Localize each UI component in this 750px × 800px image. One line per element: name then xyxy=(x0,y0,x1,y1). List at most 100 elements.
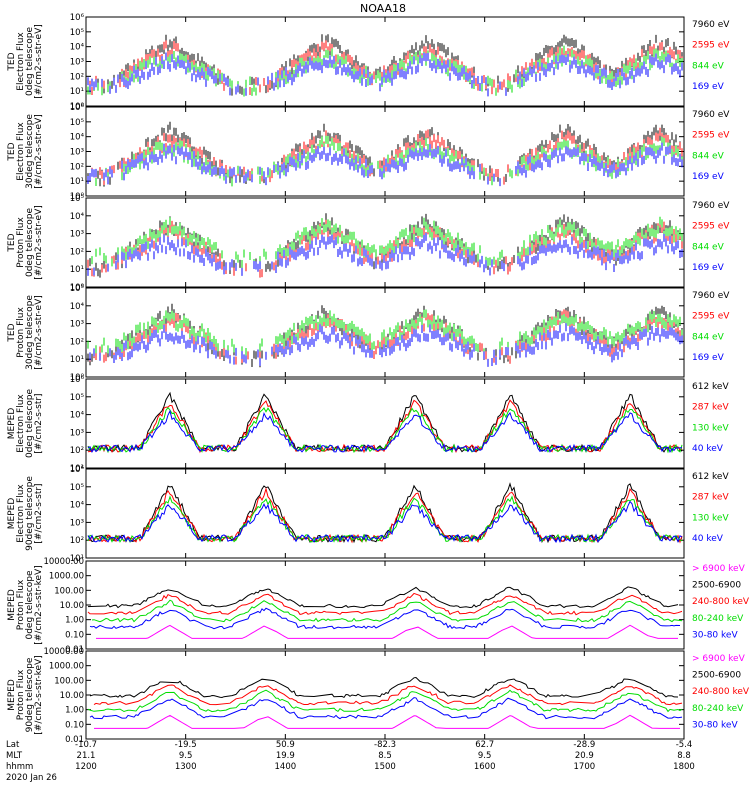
row-label-lat: Lat xyxy=(6,740,20,750)
y-axis-label-line: TED xyxy=(7,52,17,71)
legend-entry: 844 eV xyxy=(692,332,725,342)
figure-title: NOAA18 xyxy=(360,2,406,15)
y-tick-label: 10⁴ xyxy=(70,43,85,53)
y-tick-label: 1000.00 xyxy=(49,662,84,672)
axis-hhmm-label: 1400 xyxy=(275,762,297,772)
y-tick-label: 10² xyxy=(70,446,84,456)
data-marks xyxy=(87,213,683,278)
flux-trace xyxy=(91,599,683,623)
axis-mlt-label: 19.9 xyxy=(276,751,295,761)
y-axis-label-line: [#/cm2-s-str-eV] xyxy=(34,24,44,99)
legend-entry: 2595 eV xyxy=(692,312,730,322)
y-axis-label-line: 0deg telescope xyxy=(25,389,35,459)
y-tick-label: 10¹ xyxy=(70,177,84,187)
panel-frame xyxy=(85,468,685,559)
y-tick-label: 0.01 xyxy=(65,645,84,655)
axis-hhmm-label: 1500 xyxy=(374,762,396,772)
legend-entry: 169 eV xyxy=(692,172,725,182)
flux-trace xyxy=(87,689,683,713)
y-tick-label: 10⁵ xyxy=(70,483,84,493)
date-label: 2020 Jan 26 xyxy=(6,773,57,783)
flux-trace xyxy=(87,500,683,544)
y-axis-label-line: 0deg telescope xyxy=(25,208,35,278)
legend-entry: 169 eV xyxy=(692,82,725,92)
legend-entry: 612 keV xyxy=(692,382,729,392)
panel-ted-e-30: 10⁰ 10¹ 10² 10³ 10⁴ 10⁵ 10⁶ TED Electron Flux 30d… xyxy=(7,103,730,202)
y-tick-label: 10² xyxy=(70,162,84,172)
y-tick-label: 10⁰ xyxy=(70,283,85,293)
flux-trace xyxy=(93,684,683,706)
y-tick-label: 100.00 xyxy=(54,586,84,596)
data-marks xyxy=(87,586,683,639)
legend-entry: 287 keV xyxy=(692,403,729,413)
flux-trace xyxy=(89,697,683,720)
y-tick-label: 10³ xyxy=(70,58,84,68)
y-axis-label-line: 90deg telescope xyxy=(25,657,35,732)
data-marks xyxy=(87,121,683,187)
y-axis-label-line: 30deg telescope xyxy=(25,295,35,370)
legend-entry: 240-800 keV xyxy=(692,597,750,607)
axis-lat-label: -28.9 xyxy=(573,740,595,750)
flux-trace xyxy=(96,624,678,639)
y-tick-label: 10⁴ xyxy=(70,212,85,222)
flux-trace xyxy=(87,592,683,616)
y-axis-label-line: [#/cm2-s-str] xyxy=(34,393,44,453)
y-tick-label: 0.10 xyxy=(65,630,84,640)
y-tick-label: 10⁰ xyxy=(70,192,85,202)
y-tick-label: 10³ xyxy=(70,518,84,528)
y-tick-label: 10⁵ xyxy=(70,393,84,403)
legend-entry: 130 keV xyxy=(692,513,729,523)
legend-entry: 2595 eV xyxy=(692,41,730,51)
y-tick-label: 100.00 xyxy=(54,676,84,686)
y-axis-label-line: [#/cm2-s-str-keV] xyxy=(34,565,44,644)
axis-lat-label: 50.9 xyxy=(276,740,295,750)
legend-entry: 844 eV xyxy=(692,151,725,161)
y-axis-label-line: [#/cm2-s-str-eV] xyxy=(34,114,44,189)
legend-entry: > 6900 keV xyxy=(692,564,746,574)
flux-trace xyxy=(87,586,679,609)
panel-meped-e-90: 10¹ 10² 10³ 10⁴ 10⁵ 10⁶ MEPED Electron Flux 90de… xyxy=(7,465,729,564)
axis-hhmm-label: 1600 xyxy=(474,762,496,772)
legend-entry: 40 keV xyxy=(692,534,724,544)
y-tick-label: 0.10 xyxy=(65,720,84,730)
y-tick-label: 10² xyxy=(70,337,84,347)
axis-hhmm-label: 1200 xyxy=(75,762,97,772)
y-tick-label: 0.01 xyxy=(65,735,84,745)
legend-entry: 30-80 keV xyxy=(692,720,738,730)
y-tick-label: 10⁵ xyxy=(70,28,84,38)
y-axis-label-line: Proton Flux xyxy=(16,579,26,630)
y-tick-label: 10000.00 xyxy=(43,557,84,567)
panel-frame xyxy=(85,560,685,650)
data-marks xyxy=(87,676,683,729)
y-axis-label-line: 0deg telescope xyxy=(25,27,35,97)
axis-mlt-label: 9.5 xyxy=(179,751,193,761)
legend-entry: 7960 eV xyxy=(692,20,730,30)
axis-lat-label: -10.7 xyxy=(75,740,97,750)
axis-hhmm-label: 1800 xyxy=(673,762,695,772)
y-axis-label-line: Electron Flux xyxy=(16,32,26,91)
y-tick-label: 1.00 xyxy=(65,616,84,626)
y-axis-label-line: MEPED xyxy=(7,589,17,621)
y-tick-label: 10⁴ xyxy=(70,501,85,511)
y-tick-label: 10⁵ xyxy=(70,118,84,128)
legend-entry: 169 eV xyxy=(692,263,725,273)
legend-entry: > 6900 keV xyxy=(692,654,746,664)
legend-entry: 80-240 keV xyxy=(692,614,744,624)
axis-lat-label: -5.4 xyxy=(676,740,693,750)
y-tick-label: 10³ xyxy=(70,148,84,158)
flux-trace xyxy=(94,714,680,729)
y-axis-label-line: Electron Flux xyxy=(16,394,26,453)
y-axis-label-line: [#/cm2-s-str-eV] xyxy=(34,205,44,280)
y-tick-label: 1.00 xyxy=(65,706,84,716)
y-tick-label: 10⁶ xyxy=(70,103,85,113)
y-axis-label-line: 90deg telescope xyxy=(25,476,35,551)
y-tick-label: 10⁵ xyxy=(70,284,84,294)
y-tick-label: 10¹ xyxy=(70,265,84,275)
panel-meped-e-0: 10¹ 10² 10³ 10⁴ 10⁵ 10⁶ MEPED Electron Flux 0deg… xyxy=(7,375,729,474)
axis-mlt-label: 20.9 xyxy=(575,751,594,761)
legend-entry: 30-80 keV xyxy=(692,630,738,640)
y-axis-label-line: [#/cm2-s-str] xyxy=(34,483,44,543)
y-tick-label: 10.00 xyxy=(60,601,84,611)
y-tick-label: 10² xyxy=(70,72,84,82)
